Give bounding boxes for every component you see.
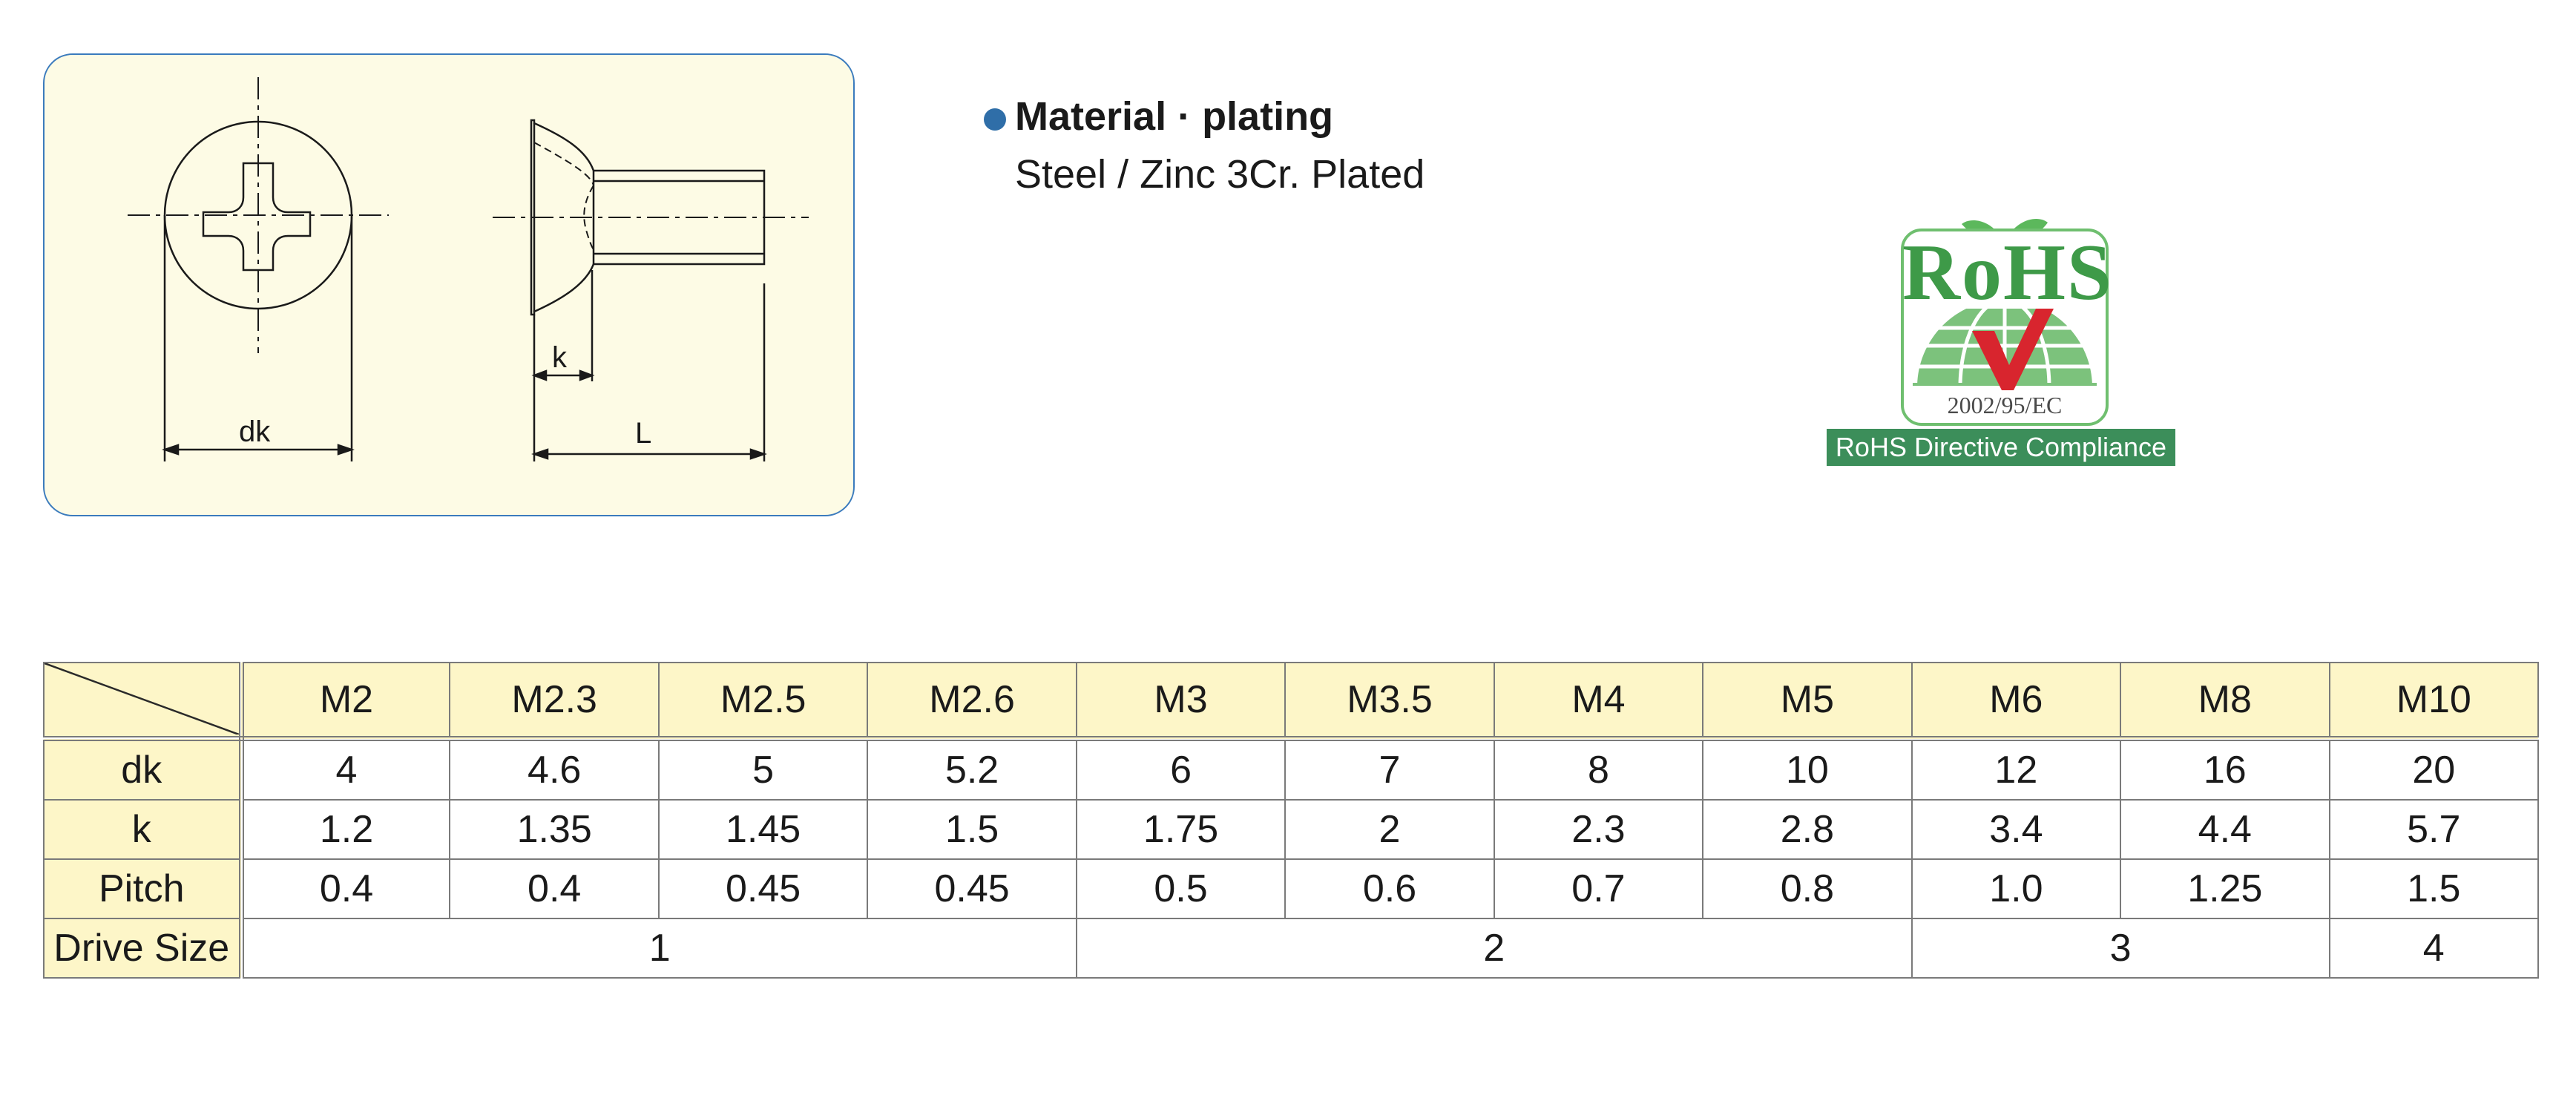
table-cell: 1.5 [867, 799, 1077, 860]
table-row-drive-size: Drive Size 1 2 3 4 [43, 918, 2540, 979]
table-cell: 2.3 [1493, 799, 1704, 860]
table-cell: 12 [1910, 737, 2122, 801]
row-label-k: k [43, 799, 244, 860]
table-cell: 20 [2328, 737, 2540, 801]
table-row-k: k 1.2 1.35 1.45 1.5 1.75 2 2.3 2.8 3.4 4… [43, 799, 2540, 860]
size-header-cell: M6 [1910, 662, 2122, 741]
drive-size-cell: 4 [2328, 918, 2540, 979]
table-cell: 1.25 [2120, 858, 2330, 919]
table-cell: 0.45 [867, 858, 1077, 919]
dk-dimension-label: dk [239, 415, 271, 448]
table-cell: 1.75 [1075, 799, 1287, 860]
rohs-directive-code: 2002/95/EC [1947, 392, 2063, 418]
rohs-globe-icon [1901, 219, 2109, 426]
rohs-compliance-band: RoHS Directive Compliance [1827, 429, 2175, 466]
material-value: Steel / Zinc 3Cr. Plated [1015, 152, 1425, 197]
table-row-dk: dk 4 4.6 5 5.2 6 7 8 10 12 16 20 [43, 737, 2540, 801]
drive-size-cell: 3 [1910, 918, 2330, 979]
size-header-cell: M8 [2120, 662, 2330, 741]
table-cell: 1.0 [1910, 858, 2122, 919]
rohs-wordmark: RoHS [1902, 229, 2114, 317]
table-cell: 16 [2120, 737, 2330, 801]
bullet-dot-icon [984, 108, 1006, 131]
size-header-cell: M2.5 [657, 662, 869, 741]
drive-size-cell: 1 [240, 918, 1077, 979]
L-dimension-label: L [635, 417, 652, 450]
row-label-drive-size: Drive Size [43, 918, 244, 979]
table-cell: 1.5 [2328, 858, 2540, 919]
size-header-row: M2 M2.3 M2.5 M2.6 M3 M3.5 M4 M5 M6 M8 M1… [43, 662, 2540, 741]
size-header-cell: M3.5 [1284, 662, 1495, 741]
table-cell: 1.45 [657, 799, 869, 860]
row-label-pitch: Pitch [43, 858, 244, 919]
rohs-logo: RoHS 2002/95/EC RoHS Directive Complianc… [1819, 212, 2190, 469]
table-cell: 7 [1284, 737, 1495, 801]
screw-drawing-panel: dk k L [43, 53, 855, 516]
k-dimension-label: k [552, 341, 567, 374]
countersunk-screw-drawing [128, 77, 809, 461]
size-header-cell: M5 [1702, 662, 1913, 741]
size-header-cell: M10 [2328, 662, 2540, 741]
table-cell: 2.8 [1702, 799, 1913, 860]
table-cell: 10 [1702, 737, 1913, 801]
table-cell: 1.35 [449, 799, 660, 860]
table-cell: 4.4 [2120, 799, 2330, 860]
row-label-dk: dk [43, 737, 244, 801]
size-header-cell: M2.6 [867, 662, 1077, 741]
table-cell: 5.7 [2328, 799, 2540, 860]
table-cell: 0.8 [1702, 858, 1913, 919]
cross-recess [202, 162, 312, 272]
spec-table: M2 M2.3 M2.5 M2.6 M3 M3.5 M4 M5 M6 M8 M1… [43, 662, 2540, 979]
material-title: Material · plating [1015, 94, 1334, 139]
table-cell: 2 [1284, 799, 1495, 860]
table-cell: 0.4 [240, 858, 451, 919]
table-cell: 6 [1075, 737, 1287, 801]
table-cell: 0.45 [657, 858, 869, 919]
corner-cell [43, 662, 244, 741]
table-cell: 5 [657, 737, 869, 801]
table-cell: 5.2 [867, 737, 1077, 801]
table-cell: 8 [1493, 737, 1704, 801]
table-cell: 4 [240, 737, 451, 801]
table-cell: 3.4 [1910, 799, 2122, 860]
table-cell: 4.6 [449, 737, 660, 801]
table-cell: 0.5 [1075, 858, 1287, 919]
table-row-pitch: Pitch 0.4 0.4 0.45 0.45 0.5 0.6 0.7 0.8 … [43, 858, 2540, 919]
table-cell: 0.6 [1284, 858, 1495, 919]
table-cell: 0.4 [449, 858, 660, 919]
table-cell: 1.2 [240, 799, 451, 860]
size-header-cell: M4 [1493, 662, 1704, 741]
screw-side-profile [530, 119, 766, 316]
size-header-cell: M3 [1075, 662, 1287, 741]
drive-size-cell: 2 [1075, 918, 1913, 979]
table-cell: 0.7 [1493, 858, 1704, 919]
size-header-cell: M2.3 [449, 662, 660, 741]
size-header-cell: M2 [240, 662, 451, 741]
